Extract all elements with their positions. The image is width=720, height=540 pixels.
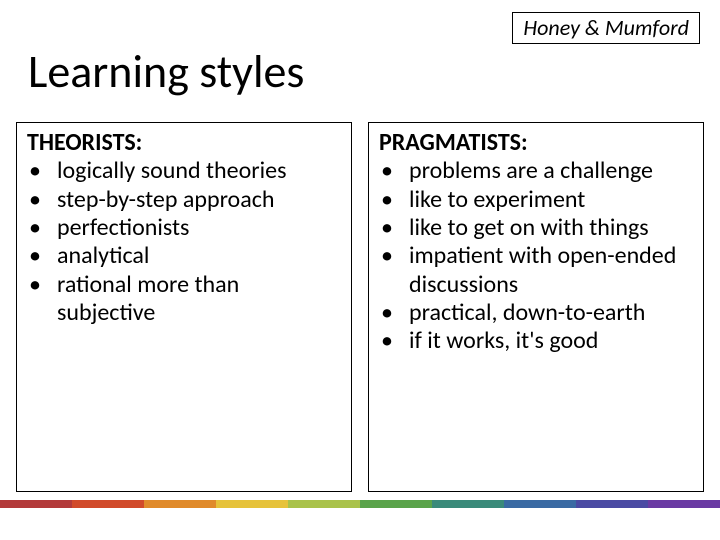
list-item: practical, down-to-earth (379, 299, 693, 327)
list-item: rational more than subjective (27, 271, 341, 328)
stripe-segment (504, 500, 576, 508)
stripe-segment (72, 500, 144, 508)
stripe-segment (288, 500, 360, 508)
slide: Honey & Mumford Learning styles THEORIST… (0, 0, 720, 540)
list-item: if it works, it's good (379, 327, 693, 355)
bullet-list: logically sound theoriesstep-by-step app… (27, 157, 341, 327)
list-item: perfectionists (27, 214, 341, 242)
column-theorists: THEORISTS: logically sound theoriesstep-… (16, 122, 352, 492)
stripe-segment (576, 500, 648, 508)
rainbow-stripe (0, 500, 720, 508)
stripe-segment (432, 500, 504, 508)
list-item: impatient with open-ended discussions (379, 242, 693, 299)
list-item: like to experiment (379, 186, 693, 214)
column-heading: THEORISTS: (27, 129, 341, 157)
column-heading: PRAGMATISTS: (379, 129, 693, 157)
stripe-segment (144, 500, 216, 508)
list-item: like to get on with things (379, 214, 693, 242)
slide-title: Learning styles (28, 48, 304, 96)
stripe-segment (216, 500, 288, 508)
list-item: logically sound theories (27, 157, 341, 185)
list-item: problems are a challenge (379, 157, 693, 185)
list-item: analytical (27, 242, 341, 270)
list-item: step-by-step approach (27, 186, 341, 214)
source-tag: Honey & Mumford (512, 12, 700, 44)
column-pragmatists: PRAGMATISTS: problems are a challengelik… (368, 122, 704, 492)
columns-container: THEORISTS: logically sound theoriesstep-… (16, 122, 704, 492)
stripe-segment (648, 500, 720, 508)
bullet-list: problems are a challengelike to experime… (379, 157, 693, 355)
stripe-segment (360, 500, 432, 508)
stripe-segment (0, 500, 72, 508)
